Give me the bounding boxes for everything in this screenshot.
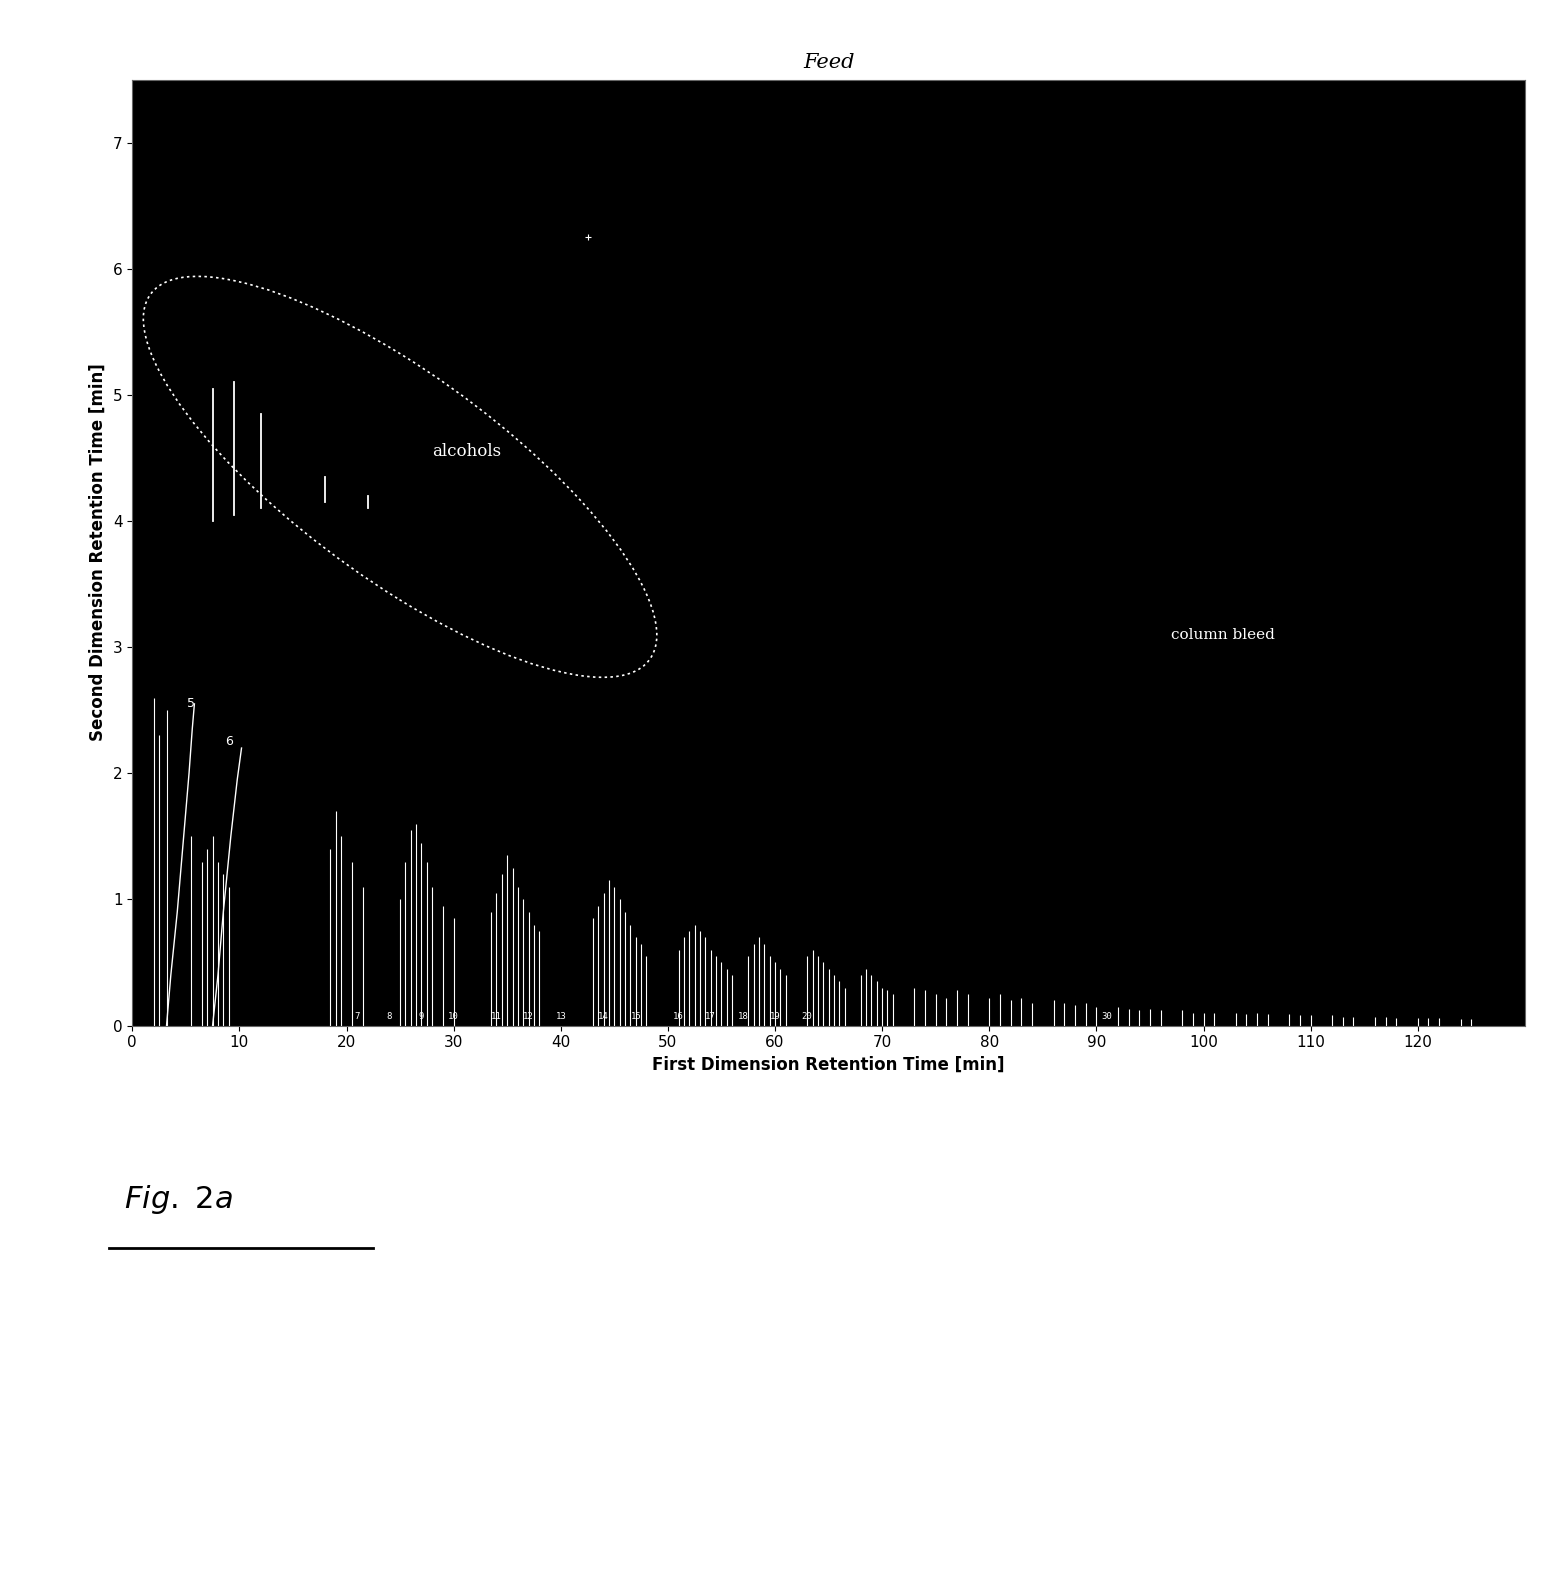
Text: 8: 8 [387,1011,392,1021]
Text: 19: 19 [770,1011,781,1021]
Text: 17: 17 [705,1011,716,1021]
Text: 5: 5 [187,696,194,711]
Text: 16: 16 [674,1011,685,1021]
Text: 7: 7 [355,1011,359,1021]
Text: alcohols: alcohols [433,444,501,460]
Text: 15: 15 [630,1011,641,1021]
Text: 6: 6 [224,735,232,747]
Text: $\mathit{Fig.\ 2a}$: $\mathit{Fig.\ 2a}$ [124,1183,233,1216]
X-axis label: First Dimension Retention Time [min]: First Dimension Retention Time [min] [652,1056,1005,1073]
Title: Feed: Feed [803,54,854,73]
Text: 11: 11 [492,1011,503,1021]
Text: 20: 20 [801,1011,812,1021]
Text: 9: 9 [419,1011,425,1021]
Text: 13: 13 [555,1011,566,1021]
Text: 10: 10 [448,1011,459,1021]
Text: 30: 30 [1102,1011,1113,1021]
Y-axis label: Second Dimension Retention Time [min]: Second Dimension Retention Time [min] [89,364,107,741]
Text: column bleed: column bleed [1172,628,1276,641]
Text: 12: 12 [523,1011,534,1021]
Text: 18: 18 [738,1011,748,1021]
Text: 14: 14 [598,1011,608,1021]
